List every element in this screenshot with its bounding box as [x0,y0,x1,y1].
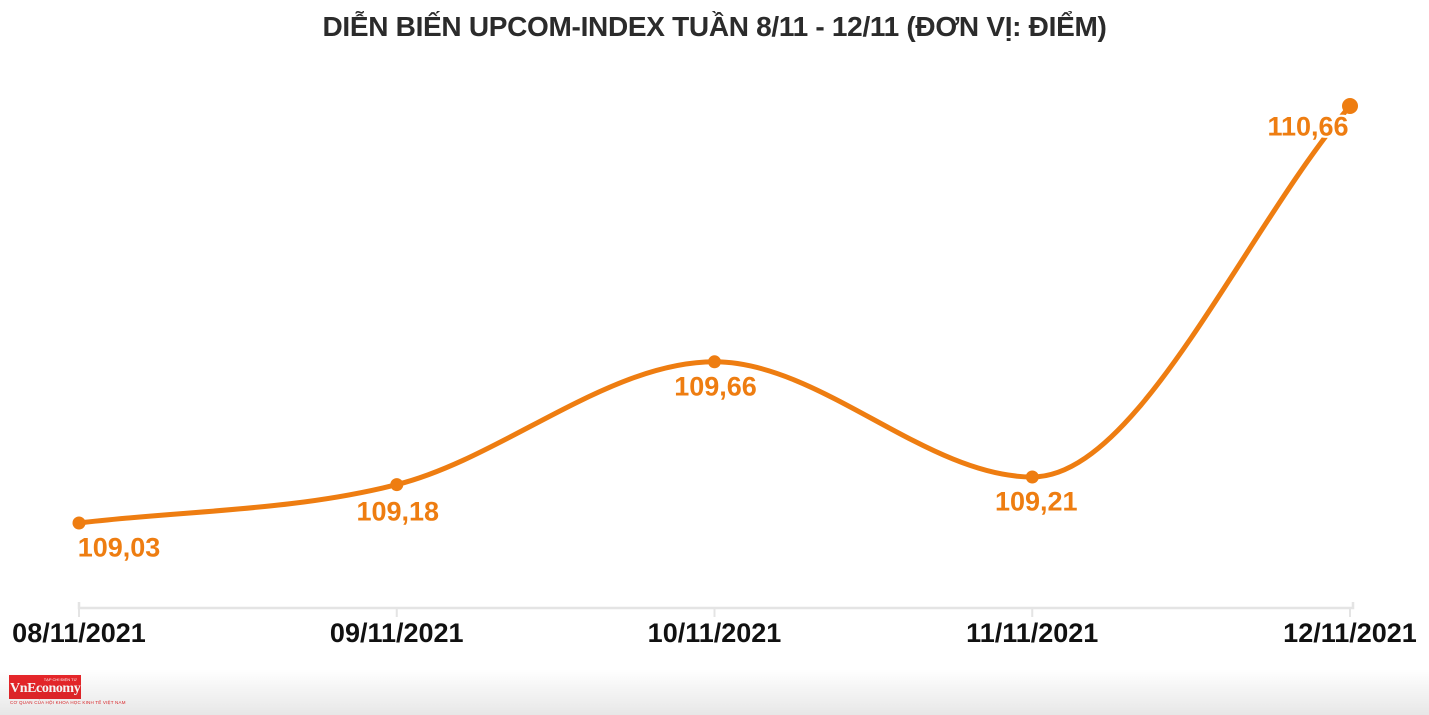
value-label: 109,18 [356,496,440,527]
logo-wordmark: VnEconomy [10,681,81,696]
trend-line [76,103,1353,526]
data-point-marker [390,478,404,492]
value-label: 109,03 [77,532,161,563]
data-point-marker [72,516,86,530]
x-axis-ticks [78,608,1351,617]
x-axis-label: 12/11/2021 [1283,618,1417,648]
value-label: 110,66 [1267,111,1349,142]
logo-tagline-top: TẠP CHÍ ĐIỆN TỬ [43,678,77,682]
value-label: 109,66 [674,371,757,402]
x-axis-line [77,602,1355,610]
data-point-marker [1025,470,1039,484]
data-point-marker [708,355,721,369]
x-axis-label: 08/11/2021 [12,618,146,648]
logo-tagline-bottom: CƠ QUAN CỦA HỘI KHOA HỌC KINH TẾ VIỆT NA… [10,700,126,705]
chart-title: DIỄN BIẾN UPCOM-INDEX TUẦN 8/11 - 12/11 … [322,11,1107,42]
x-axis-label: 11/11/2021 [966,618,1099,648]
logo-box: TẠP CHÍ ĐIỆN TỬ VnEconomy [10,676,81,698]
x-axis-label: 10/11/2021 [647,618,782,648]
value-label: 109,21 [994,486,1078,517]
x-axis-label: 09/11/2021 [329,618,464,648]
data-point-marker [1342,98,1358,114]
vneconomy-logo: TẠP CHÍ ĐIỆN TỬ VnEconomy CƠ QUAN CỦA HỘ… [10,676,126,705]
